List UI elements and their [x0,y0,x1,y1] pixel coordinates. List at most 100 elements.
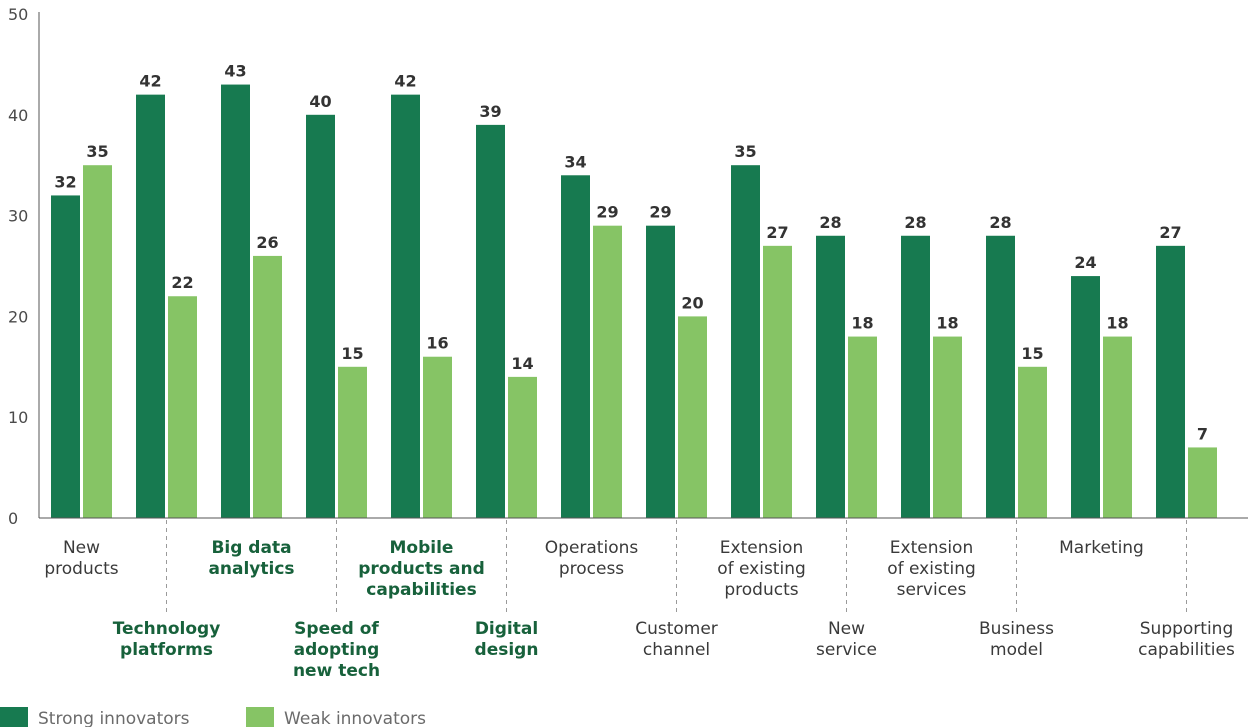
strong-innovators-bar [646,225,675,518]
bar-value-label: 40 [309,92,331,111]
bar-value-label: 35 [86,142,108,161]
bar-value-label: 15 [341,344,363,363]
bars [51,84,1217,519]
bar-value-label: 27 [766,223,788,242]
category-label: Extension [720,538,803,558]
bar-value-label: 29 [596,203,618,222]
bar-value-label: 16 [426,334,448,353]
legend: Strong innovators Weak innovators [0,707,426,727]
category-label: Big data [211,538,291,558]
category-label: service [816,640,877,660]
category-label: process [559,559,624,579]
category-label: of existing [717,559,806,579]
category-label: products [724,580,798,600]
category-label: Supporting [1140,619,1234,639]
bar-value-label: 39 [479,102,501,121]
category-label: Customer [635,619,718,639]
legend-label: Strong innovators [38,709,190,727]
strong-innovators-bar [391,94,420,518]
category-label: services [897,580,967,600]
bar-value-label: 18 [1106,314,1128,333]
category-dividers [166,520,1187,612]
category-label: Marketing [1059,538,1144,558]
bar-value-label: 27 [1159,223,1181,242]
weak-innovators-bar [848,336,877,518]
category-label: channel [643,640,710,660]
weak-innovators-bar [593,225,622,518]
y-tick-label: 50 [8,5,28,24]
bar-value-label: 14 [511,354,533,373]
category-label: capabilities [1138,640,1235,660]
weak-innovators-bar [253,255,282,519]
category-label: products and [358,559,485,579]
weak-innovators-bar [1103,336,1132,518]
data-labels: 32 35 42 22 43 26 40 15 42 16 39 14 34 29 29 20 35 27 28 18… [54,62,1208,444]
category-label: New [828,619,865,639]
category-label: new tech [293,661,380,681]
strong-innovators-bar [1071,276,1100,518]
category-label: platforms [120,640,213,660]
strong-innovators-bar [816,235,845,518]
weak-innovators-bar [508,376,537,518]
category-label: Operations [545,538,639,558]
bar-value-label: 24 [1074,253,1096,272]
legend-swatch-weak [246,707,274,727]
y-tick-label: 20 [8,307,28,326]
strong-innovators-bar [901,235,930,518]
category-label: Mobile [390,538,454,558]
weak-innovators-bar [168,296,197,518]
category-label: products [44,559,118,579]
bar-value-label: 22 [171,273,193,292]
strong-innovators-bar [136,94,165,518]
bar-value-label: 26 [256,233,278,252]
y-axis-ticks: 0 10 20 30 40 50 [8,5,28,528]
strong-innovators-bar [1156,245,1185,518]
bar-value-label: 20 [681,293,703,312]
legend-label: Weak innovators [284,709,426,727]
weak-innovators-bar [1018,366,1047,518]
category-label: Technology [113,619,221,639]
strong-innovators-bar [476,124,505,518]
bar-value-label: 15 [1021,344,1043,363]
category-label: capabilities [366,580,476,600]
bar-value-label: 35 [734,142,756,161]
category-label: design [475,640,539,660]
bar-value-label: 42 [139,72,161,91]
bar-value-label: 18 [936,314,958,333]
strong-innovators-bar [306,114,335,519]
y-tick-label: 40 [8,106,28,125]
category-label: Business [979,619,1054,639]
y-tick-label: 30 [8,207,28,226]
category-label: adopting [294,640,380,660]
category-label: model [990,640,1043,660]
strong-innovators-bar [561,175,590,518]
bar-value-label: 18 [851,314,873,333]
bar-value-label: 28 [904,213,926,232]
bar-value-label: 29 [649,203,671,222]
category-label: Digital [475,619,538,639]
category-label: analytics [208,559,294,579]
legend-swatch-strong [0,707,28,727]
bar-value-label: 34 [564,152,586,171]
y-tick-label: 10 [8,408,28,427]
bar-value-label: 28 [819,213,841,232]
bar-value-label: 32 [54,172,76,191]
y-tick-label: 0 [8,509,18,528]
category-label: Extension [890,538,973,558]
strong-innovators-bar [221,84,250,518]
bar-value-label: 43 [224,62,246,81]
strong-innovators-bar [51,195,80,518]
category-label: of existing [887,559,976,579]
weak-innovators-bar [933,336,962,518]
weak-innovators-bar [423,356,452,518]
strong-innovators-bar [986,235,1015,518]
bar-value-label: 42 [394,72,416,91]
category-label: New [63,538,100,558]
weak-innovators-bar [678,316,707,518]
weak-innovators-bar [338,366,367,518]
strong-innovators-bar [731,165,760,518]
category-label: Speed of [294,619,379,639]
weak-innovators-bar [763,245,792,518]
